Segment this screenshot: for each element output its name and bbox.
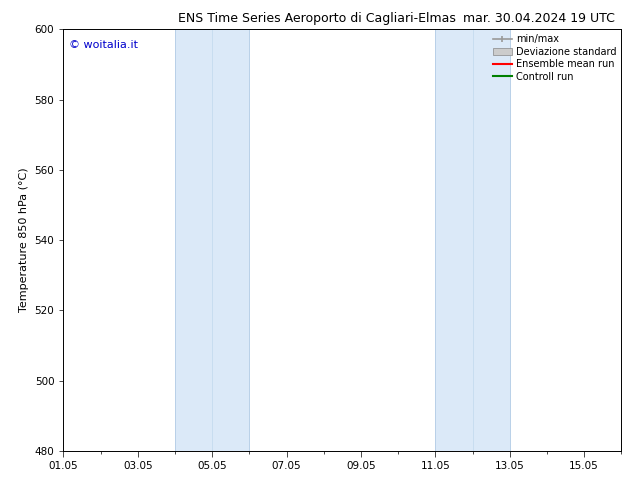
Text: ENS Time Series Aeroporto di Cagliari-Elmas: ENS Time Series Aeroporto di Cagliari-El… [178,12,456,25]
Bar [472,29,510,451]
Legend: min/max, Deviazione standard, Ensemble mean run, Controll run: min/max, Deviazione standard, Ensemble m… [491,32,618,83]
Text: © woitalia.it: © woitalia.it [69,40,138,50]
Bar [436,29,472,451]
Bar [175,29,212,451]
Text: mar. 30.04.2024 19 UTC: mar. 30.04.2024 19 UTC [463,12,615,25]
Bar [212,29,249,451]
Y-axis label: Temperature 850 hPa (°C): Temperature 850 hPa (°C) [19,168,29,313]
